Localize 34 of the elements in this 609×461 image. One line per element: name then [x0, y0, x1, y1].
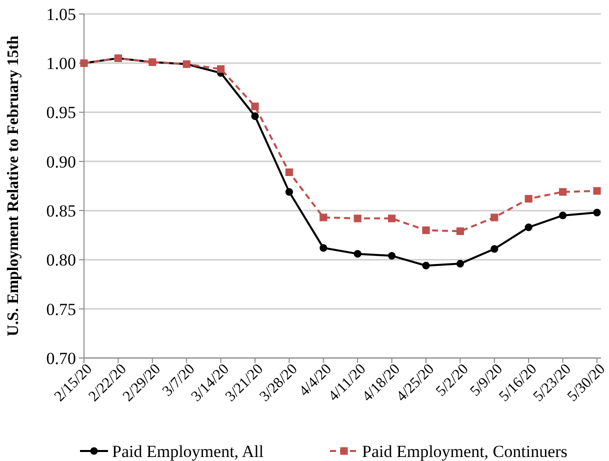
point [490, 214, 498, 222]
y-tick-label: 1.00 [46, 54, 76, 74]
point [524, 194, 532, 203]
y-tick-label: 0.80 [46, 250, 76, 270]
point [456, 227, 464, 236]
legend-label: Paid Employment, All [112, 442, 264, 461]
point [422, 226, 430, 234]
point [388, 214, 396, 222]
point [285, 188, 293, 196]
point [320, 244, 328, 252]
point [559, 188, 567, 196]
legend-label: Paid Employment, Continuers [362, 442, 568, 461]
y-tick-label: 0.85 [46, 202, 76, 221]
point [251, 102, 259, 110]
point [251, 112, 259, 120]
point [456, 260, 464, 268]
point [217, 65, 225, 73]
point [559, 212, 567, 220]
y-tick-label: 0.95 [46, 103, 76, 122]
point [320, 214, 328, 222]
point [524, 223, 532, 232]
point [354, 250, 362, 258]
y-tick-label: 0.90 [46, 152, 76, 172]
y-tick-label: 0.75 [46, 300, 76, 319]
point [388, 252, 396, 260]
point [593, 187, 601, 195]
point [490, 245, 498, 253]
y-axis-title: U.S. Employment Relative to February 15th [5, 35, 22, 336]
y-tick-label: 0.70 [46, 348, 76, 368]
y-tick-label: 1.05 [46, 4, 76, 24]
point [422, 262, 430, 270]
point [593, 208, 601, 216]
point [285, 168, 293, 176]
point [354, 214, 362, 222]
